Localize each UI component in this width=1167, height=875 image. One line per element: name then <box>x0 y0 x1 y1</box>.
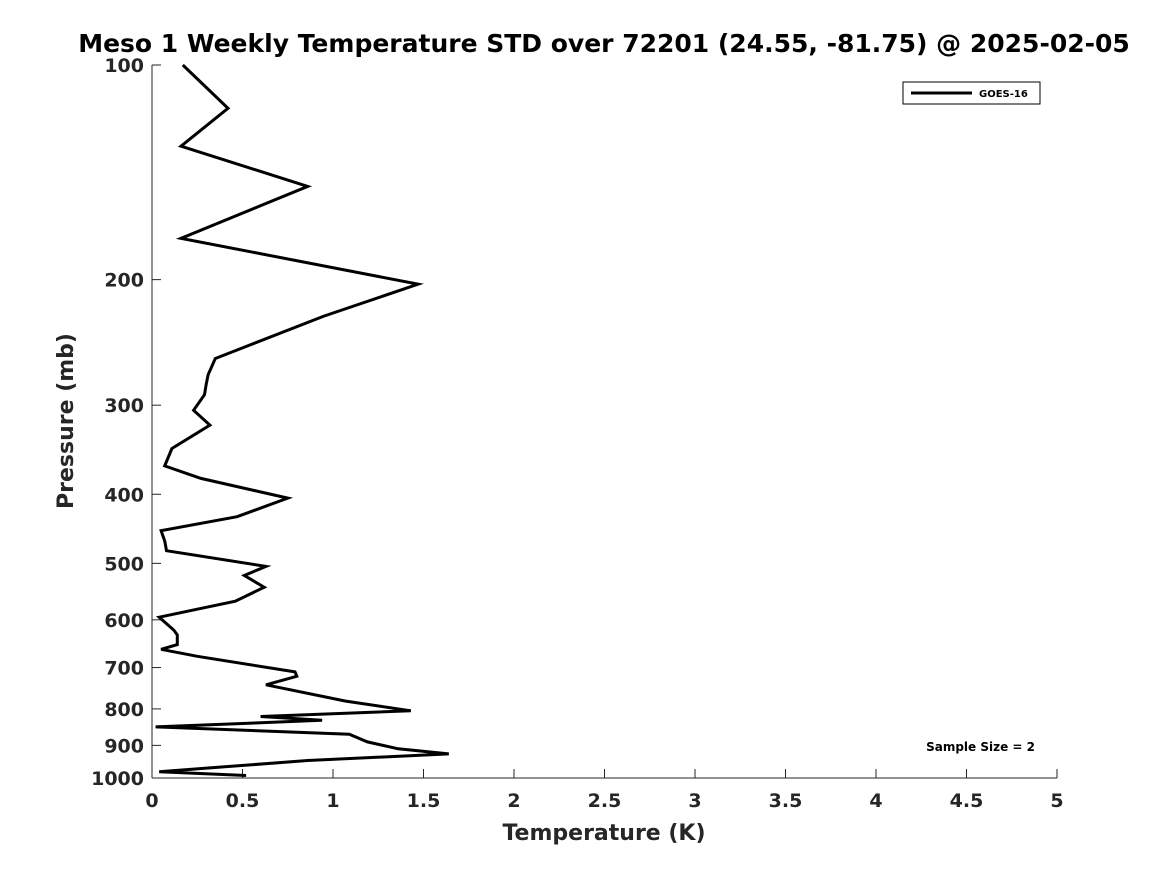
series-line-goes-16 <box>155 63 449 777</box>
y-tick-label: 900 <box>104 735 144 757</box>
x-tick-label: 3.5 <box>769 790 803 812</box>
y-axis-label: Pressure (mb) <box>54 333 79 509</box>
x-tick-label: 0.5 <box>226 790 260 812</box>
sample-size-annotation: Sample Size = 2 <box>926 740 1035 754</box>
x-axis-label: Temperature (K) <box>502 821 705 846</box>
y-tick-label: 700 <box>104 658 144 680</box>
x-tick-label: 5 <box>1050 790 1063 812</box>
plot-area: 0 0.5 1 1.5 2 2.5 3 3.5 4 4.5 5 100 200 300 400 500 600… <box>91 55 1064 812</box>
legend-label-goes-16: GOES-16 <box>979 89 1028 100</box>
x-tick-label: 4 <box>869 790 882 812</box>
x-tick-label: 1.5 <box>407 790 441 812</box>
x-tick-label: 4.5 <box>950 790 984 812</box>
y-tick-label: 600 <box>104 610 144 632</box>
x-tick-label: 3 <box>688 790 701 812</box>
x-tick-label: 0 <box>145 790 158 812</box>
series-group <box>155 63 449 777</box>
y-tick-label: 100 <box>104 55 144 77</box>
chart-title: Meso 1 Weekly Temperature STD over 72201… <box>78 29 1130 58</box>
x-tick-label: 2.5 <box>588 790 622 812</box>
x-tick-label: 2 <box>507 790 520 812</box>
y-tick-label: 200 <box>104 270 144 292</box>
y-tick-label: 1000 <box>91 768 144 790</box>
x-tick-label: 1 <box>326 790 339 812</box>
y-tick-label: 400 <box>104 484 144 506</box>
legend: GOES-16 <box>902 81 1041 105</box>
x-axis-ticks: 0 0.5 1 1.5 2 2.5 3 3.5 4 4.5 5 <box>145 769 1064 812</box>
y-tick-label: 800 <box>104 699 144 721</box>
y-axis-ticks: 100 200 300 400 500 600 700 800 900 1000 <box>91 55 161 790</box>
y-tick-label: 300 <box>104 395 144 417</box>
y-tick-label: 500 <box>104 553 144 575</box>
